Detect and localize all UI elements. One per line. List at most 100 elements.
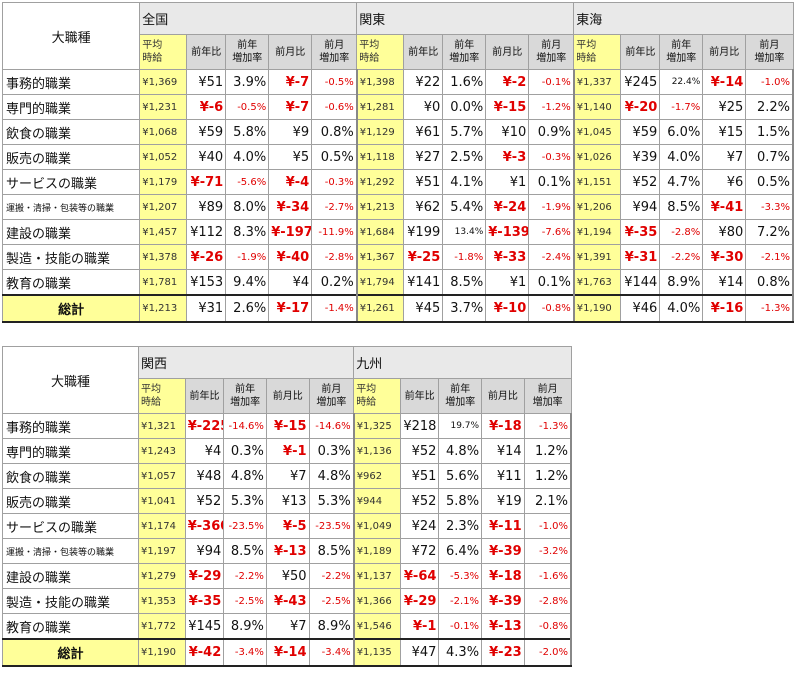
rate-cell: -1.4% bbox=[311, 294, 358, 323]
table-row: 販売の職業 ¥1,041 ¥52 5.3% ¥13 5.3% ¥944 ¥52 5.8% ¥19 2… bbox=[1, 488, 572, 514]
rate-cell: 19.7% bbox=[438, 413, 483, 439]
diff-cell: ¥48 bbox=[184, 463, 225, 489]
rate-cell: -3.4% bbox=[308, 638, 355, 667]
occupation-label: 建設の職業 bbox=[1, 563, 140, 589]
occupation-label: 建設の職業 bbox=[1, 219, 141, 245]
rate-cell: 2.5% bbox=[442, 144, 487, 170]
region-header: 関東 bbox=[356, 2, 575, 35]
rate-cell: 2.1% bbox=[523, 488, 572, 514]
rate-cell: -2.2% bbox=[223, 563, 267, 589]
rate-cell: -0.3% bbox=[311, 169, 358, 195]
average-wage-cell: ¥1,261 bbox=[356, 294, 405, 323]
rate-cell: -1.3% bbox=[745, 294, 795, 323]
diff-cell: ¥112 bbox=[186, 219, 227, 245]
occupation-label: 教育の職業 bbox=[1, 269, 141, 296]
average-wage-cell: ¥1,118 bbox=[356, 144, 405, 170]
diff-cell: ¥141 bbox=[403, 269, 444, 296]
rate-cell: -0.6% bbox=[311, 94, 358, 120]
average-wage-cell: ¥1,057 bbox=[138, 463, 186, 489]
diff-cell: ¥-34 bbox=[268, 194, 313, 220]
rate-cell: 3.9% bbox=[225, 69, 270, 95]
rate-cell: 6.4% bbox=[438, 538, 483, 564]
rate-cell: 4.1% bbox=[442, 169, 487, 195]
rate-cell: 5.8% bbox=[438, 488, 483, 514]
rate-cell: 0.9% bbox=[528, 119, 575, 145]
average-wage-cell: ¥1,457 bbox=[139, 219, 188, 245]
diff-cell: ¥22 bbox=[403, 69, 444, 95]
rate-cell: 4.8% bbox=[438, 438, 483, 464]
table-row: 飲食の職業 ¥1,068 ¥59 5.8% ¥9 0.8% ¥1,129 ¥61 5.7% ¥10… bbox=[1, 119, 795, 145]
diff-cell: ¥-40 bbox=[268, 244, 313, 270]
occupation-label: 製造・技能の職業 bbox=[1, 244, 141, 270]
rate-cell: 3.7% bbox=[442, 294, 487, 323]
occupation-label: サービスの職業 bbox=[1, 169, 141, 195]
rate-cell: -2.8% bbox=[659, 219, 704, 245]
rate-cell: 2.6% bbox=[225, 294, 270, 323]
diff-cell: ¥0 bbox=[403, 94, 444, 120]
rate-cell: -2.8% bbox=[311, 244, 358, 270]
diff-cell: ¥51 bbox=[399, 463, 440, 489]
rate-cell: 4.8% bbox=[308, 463, 355, 489]
rate-cell: 0.8% bbox=[745, 269, 795, 296]
column-header: 前月比 bbox=[265, 378, 310, 414]
rate-cell: 22.4% bbox=[659, 69, 704, 95]
rate-cell: 8.9% bbox=[308, 613, 355, 640]
rate-cell: 1.6% bbox=[442, 69, 487, 95]
diff-cell: ¥13 bbox=[265, 488, 310, 514]
diff-cell: ¥9 bbox=[268, 119, 313, 145]
diff-cell: ¥4 bbox=[268, 269, 313, 296]
average-wage-cell: ¥1,325 bbox=[353, 413, 401, 439]
table-row: 運搬・清掃・包装等の職業 ¥1,197 ¥94 8.5% ¥-13 8.5% ¥1,189 ¥… bbox=[1, 538, 572, 564]
average-wage-cell: ¥1,136 bbox=[353, 438, 401, 464]
occupation-label: 販売の職業 bbox=[1, 144, 141, 170]
diff-cell: ¥1 bbox=[485, 269, 530, 296]
rate-cell: 8.5% bbox=[223, 538, 267, 564]
region-header: 九州 bbox=[353, 346, 572, 379]
region-header: 全国 bbox=[139, 2, 358, 35]
wage-table-1: 大職種 全国 関東 東海 平均 時給 前年比 前年 増加率 前月比 前月 増加率 平均 時給 前年比… bbox=[1, 2, 795, 323]
rate-cell: 8.5% bbox=[659, 194, 704, 220]
rate-cell: 0.1% bbox=[528, 169, 575, 195]
rate-cell: -1.0% bbox=[523, 513, 572, 539]
region-header: 東海 bbox=[573, 2, 794, 35]
diff-cell: ¥245 bbox=[620, 69, 661, 95]
rate-cell: -7.6% bbox=[528, 219, 575, 245]
average-wage-cell: ¥1,151 bbox=[573, 169, 622, 195]
diff-cell: ¥-35 bbox=[620, 219, 661, 245]
wage-table-2: 大職種 関西 九州 平均 時給 前年比 前年 増加率 前月比 前月 増加率 平均 時給 前年比 前年… bbox=[1, 346, 572, 667]
average-wage-cell: ¥1,337 bbox=[573, 69, 622, 95]
rate-cell: 0.3% bbox=[223, 438, 267, 464]
rate-cell: -3.4% bbox=[223, 638, 267, 667]
average-wage-cell: ¥1,179 bbox=[139, 169, 188, 195]
diff-cell: ¥51 bbox=[403, 169, 444, 195]
total-label: 総計 bbox=[1, 638, 140, 667]
table-row: 販売の職業 ¥1,052 ¥40 4.0% ¥5 0.5% ¥1,118 ¥27 2.5% ¥-3… bbox=[1, 144, 795, 170]
rate-cell: 4.0% bbox=[225, 144, 270, 170]
rate-cell: 0.1% bbox=[528, 269, 575, 296]
rate-cell: -23.5% bbox=[223, 513, 267, 539]
occupation-label: 専門的職業 bbox=[1, 94, 141, 120]
table-row: 事務的職業 ¥1,369 ¥51 3.9% ¥-7 -0.5% ¥1,398 ¥22 1.6% ¥… bbox=[1, 69, 795, 95]
table-row: サービスの職業 ¥1,179 ¥-71 -5.6% ¥-4 -0.3% ¥1,292 ¥51 4… bbox=[1, 169, 795, 195]
occupation-label: 運搬・清掃・包装等の職業 bbox=[1, 194, 141, 220]
table-row: 専門的職業 ¥1,243 ¥4 0.3% ¥-1 0.3% ¥1,136 ¥52 4.8% ¥14… bbox=[1, 438, 572, 464]
rate-cell: -0.5% bbox=[311, 69, 358, 95]
diff-cell: ¥14 bbox=[481, 438, 525, 464]
occupation-label: 運搬・清掃・包装等の職業 bbox=[1, 538, 140, 564]
diff-cell: ¥5 bbox=[268, 144, 313, 170]
rate-cell: 5.7% bbox=[442, 119, 487, 145]
diff-cell: ¥-13 bbox=[481, 613, 525, 640]
diff-cell: ¥144 bbox=[620, 269, 661, 296]
diff-cell: ¥52 bbox=[620, 169, 661, 195]
diff-cell: ¥15 bbox=[702, 119, 747, 145]
average-wage-cell: ¥1,391 bbox=[573, 244, 622, 270]
rate-cell: -11.9% bbox=[311, 219, 358, 245]
rate-cell: 0.2% bbox=[311, 269, 358, 296]
diff-cell: ¥59 bbox=[620, 119, 661, 145]
diff-cell: ¥-35 bbox=[184, 588, 225, 614]
column-header: 前年 増加率 bbox=[223, 378, 267, 414]
rate-cell: 5.3% bbox=[308, 488, 355, 514]
rate-cell: -5.6% bbox=[225, 169, 270, 195]
rate-cell: -2.7% bbox=[311, 194, 358, 220]
rate-cell: -1.8% bbox=[442, 244, 487, 270]
